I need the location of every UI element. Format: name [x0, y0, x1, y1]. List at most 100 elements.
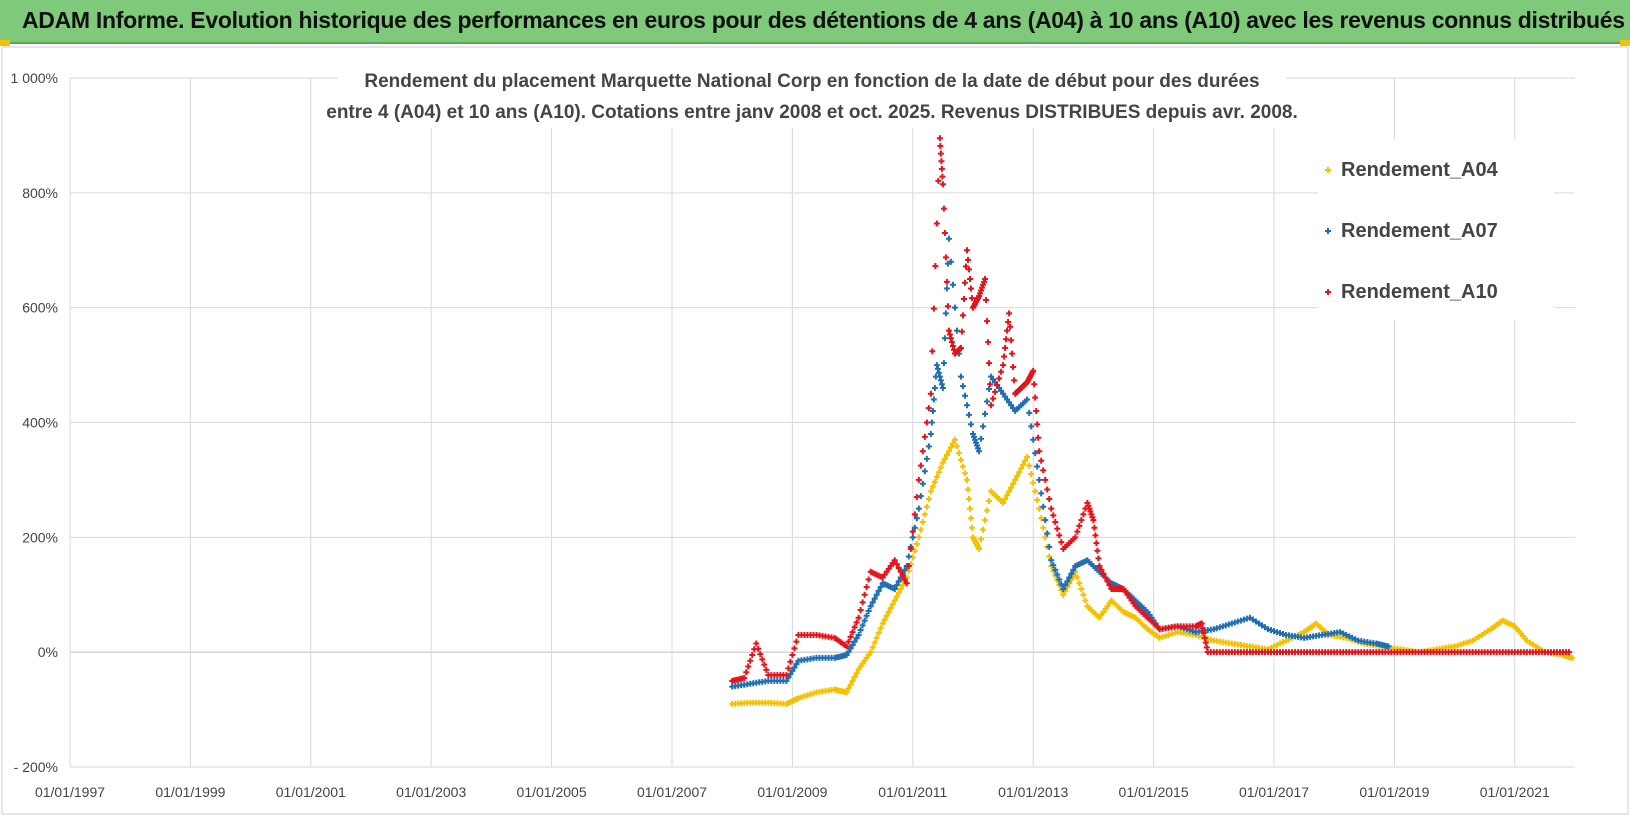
data-point: [1252, 618, 1259, 625]
data-point: [899, 582, 906, 589]
data-point: [915, 476, 922, 483]
chart-border: [1, 46, 1629, 815]
data-point: [1010, 363, 1017, 370]
data-point: [939, 385, 946, 392]
data-point: [849, 641, 856, 648]
data-point: [934, 365, 941, 372]
data-point: [939, 459, 946, 466]
data-point: [859, 622, 866, 629]
data-point: [978, 435, 985, 442]
data-point: [1009, 350, 1016, 357]
data-point: [967, 285, 974, 292]
data-point: [932, 263, 939, 270]
data-point: [785, 665, 792, 672]
data-point: [963, 476, 970, 483]
data-point: [967, 421, 974, 428]
data-point: [1008, 484, 1015, 491]
data-point: [951, 304, 958, 311]
data-point: [1036, 505, 1043, 512]
data-point: [1006, 310, 1013, 317]
data-point: [957, 344, 964, 351]
data-point: [980, 526, 987, 533]
data-point: [938, 165, 945, 172]
data-point: [1038, 490, 1045, 497]
data-point: [992, 388, 999, 395]
data-point: [763, 666, 770, 673]
data-series: [729, 135, 1575, 707]
data-point: [1274, 641, 1281, 648]
data-point: [1036, 476, 1043, 483]
data-point: [1199, 625, 1206, 632]
data-point: [913, 541, 920, 548]
data-point: [1040, 524, 1047, 531]
data-point: [1484, 628, 1491, 635]
data-point: [1048, 505, 1055, 512]
data-point: [988, 402, 995, 409]
data-point: [1048, 557, 1055, 564]
data-point: [791, 664, 798, 671]
data-point: [948, 339, 955, 346]
data-point: [1202, 639, 1209, 646]
x-tick-label: 01/01/1997: [35, 784, 105, 800]
data-point: [919, 480, 926, 487]
data-point: [913, 515, 920, 522]
data-point: [1280, 639, 1287, 646]
data-point: [759, 656, 766, 663]
data-point: [1034, 421, 1041, 428]
data-point: [980, 423, 987, 430]
data-point: [887, 605, 894, 612]
data-point: [1096, 563, 1103, 570]
data-point: [869, 644, 876, 651]
data-point: [990, 395, 997, 402]
data-point: [949, 440, 956, 447]
data-point: [947, 335, 954, 342]
data-point: [1018, 465, 1025, 472]
data-point: [931, 478, 938, 485]
data-point: [893, 561, 900, 568]
data-point: [982, 410, 989, 417]
page-title: ADAM Informe. Evolution historique des p…: [22, 7, 1625, 33]
data-point: [925, 496, 932, 503]
data-point: [907, 545, 914, 552]
data-point: [1038, 515, 1045, 522]
data-point: [927, 488, 934, 495]
data-point: [1349, 634, 1356, 641]
data-point: [945, 235, 952, 242]
data-point: [1046, 543, 1053, 550]
y-tick-label: - 200%: [14, 759, 58, 775]
x-tick-label: 01/01/2003: [396, 784, 466, 800]
data-point: [891, 586, 898, 593]
data-point: [783, 677, 790, 684]
data-point: [857, 627, 864, 634]
data-point: [747, 657, 754, 664]
data-point: [883, 612, 890, 619]
data-point: [847, 681, 854, 688]
data-point: [953, 327, 960, 334]
data-point: [1031, 381, 1038, 388]
data-point: [1052, 519, 1059, 526]
data-point: [966, 505, 973, 512]
x-tick-label: 01/01/2001: [276, 784, 346, 800]
data-point: [783, 672, 790, 679]
data-point: [944, 260, 951, 267]
data-point: [1104, 578, 1111, 585]
data-point: [757, 651, 764, 658]
data-point: [1030, 367, 1037, 374]
data-point: [976, 545, 983, 552]
data-point: [905, 553, 912, 560]
data-point: [961, 392, 968, 399]
data-point: [1024, 396, 1031, 403]
series-Rendement_A10: [729, 135, 1572, 684]
data-point: [944, 303, 951, 310]
data-point: [1337, 629, 1344, 636]
data-point: [961, 470, 968, 477]
data-point: [1100, 570, 1107, 577]
data-point: [853, 635, 860, 642]
data-point: [937, 464, 944, 471]
legend-label: Rendement_A04: [1341, 159, 1499, 181]
x-tick-label: 01/01/2015: [1119, 784, 1189, 800]
data-point: [917, 462, 924, 469]
data-point: [935, 369, 942, 376]
data-point: [1090, 517, 1097, 524]
data-point: [865, 608, 872, 615]
